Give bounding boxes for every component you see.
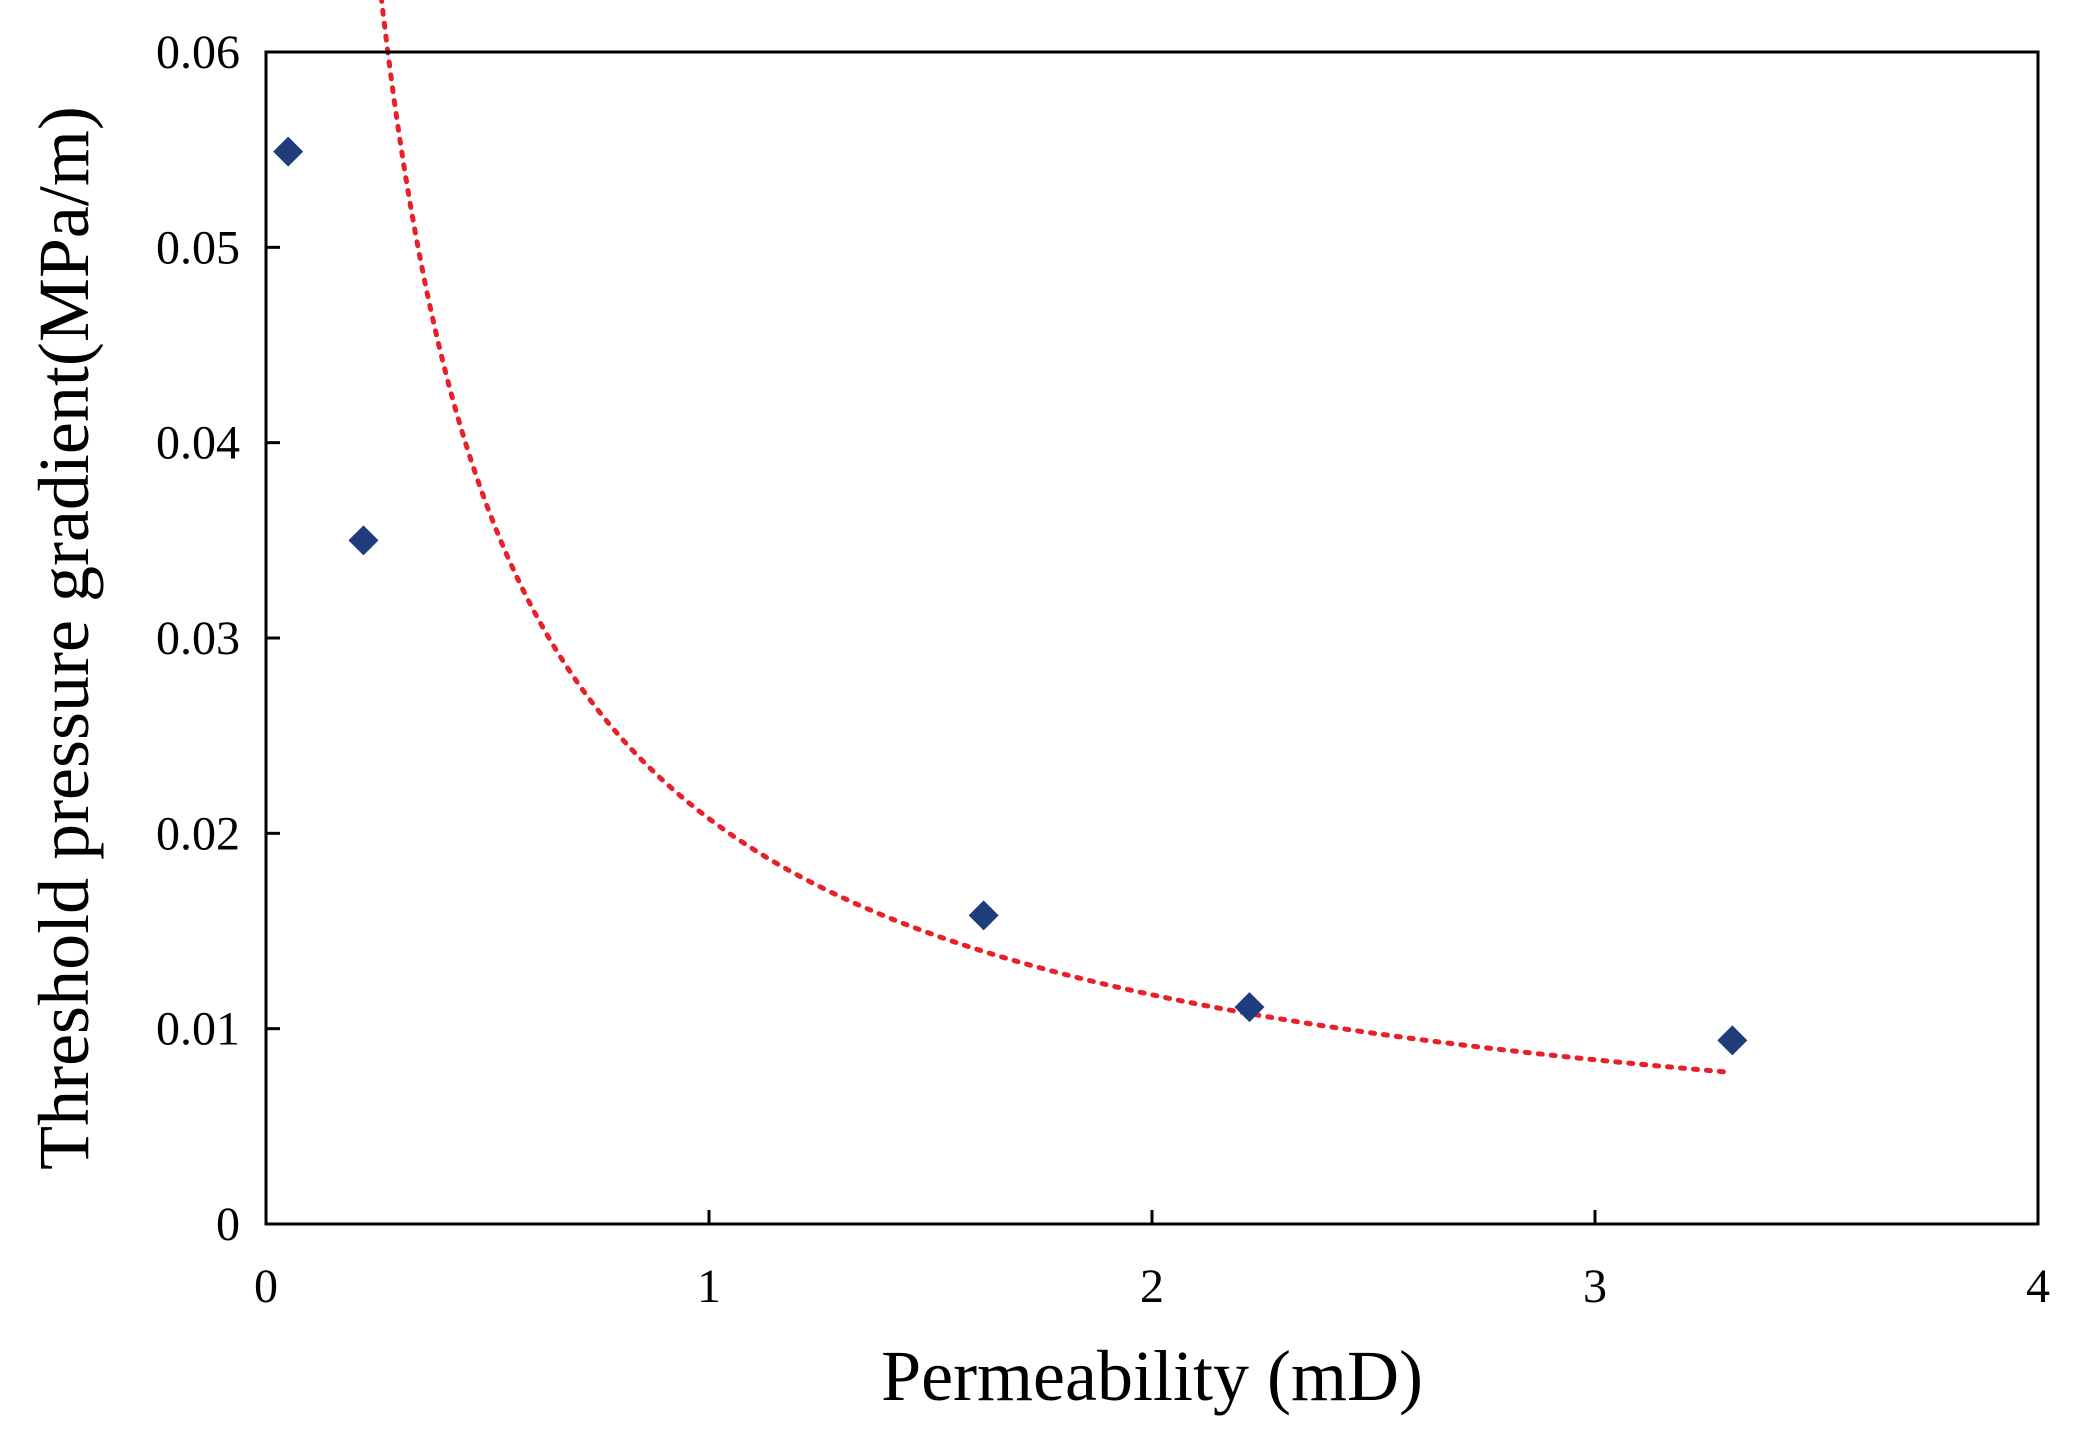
data-point-diamond — [348, 525, 379, 556]
label-layer: 0 1 2 3 4 0 0.01 0.02 0.03 0.04 0.05 0.06 — [156, 26, 2050, 1313]
y-tick-label: 0.04 — [156, 417, 240, 470]
y-axis-title: Threshold pressure gradient(MPa/m) — [24, 106, 104, 1170]
y-tick-label: 0.01 — [156, 1003, 240, 1056]
data-point-diamond — [1234, 992, 1265, 1023]
y-tick-label: 0.03 — [156, 612, 240, 665]
x-tick-label: 4 — [2026, 1260, 2050, 1313]
x-tick-label: 3 — [1583, 1260, 1607, 1313]
x-axis-title: Permeability (mD) — [881, 1336, 1423, 1416]
marker-layer — [273, 136, 1748, 1056]
y-tick-label: 0 — [216, 1198, 240, 1251]
trendline-layer — [379, 0, 1735, 1076]
y-tick-label: 0.06 — [156, 26, 240, 79]
x-tick-label: 2 — [1140, 1260, 1164, 1313]
y-tick-label: 0.02 — [156, 807, 240, 860]
x-tick-label: 1 — [697, 1260, 721, 1313]
power-trendline — [379, 0, 1735, 1076]
x-tick-label: 0 — [254, 1260, 278, 1313]
y-tick-label: 0.05 — [156, 221, 240, 274]
plot-area-frame — [264, 50, 2040, 1226]
data-point-diamond — [273, 136, 304, 167]
data-point-diamond — [968, 900, 999, 931]
data-point-diamond — [1717, 1025, 1748, 1056]
